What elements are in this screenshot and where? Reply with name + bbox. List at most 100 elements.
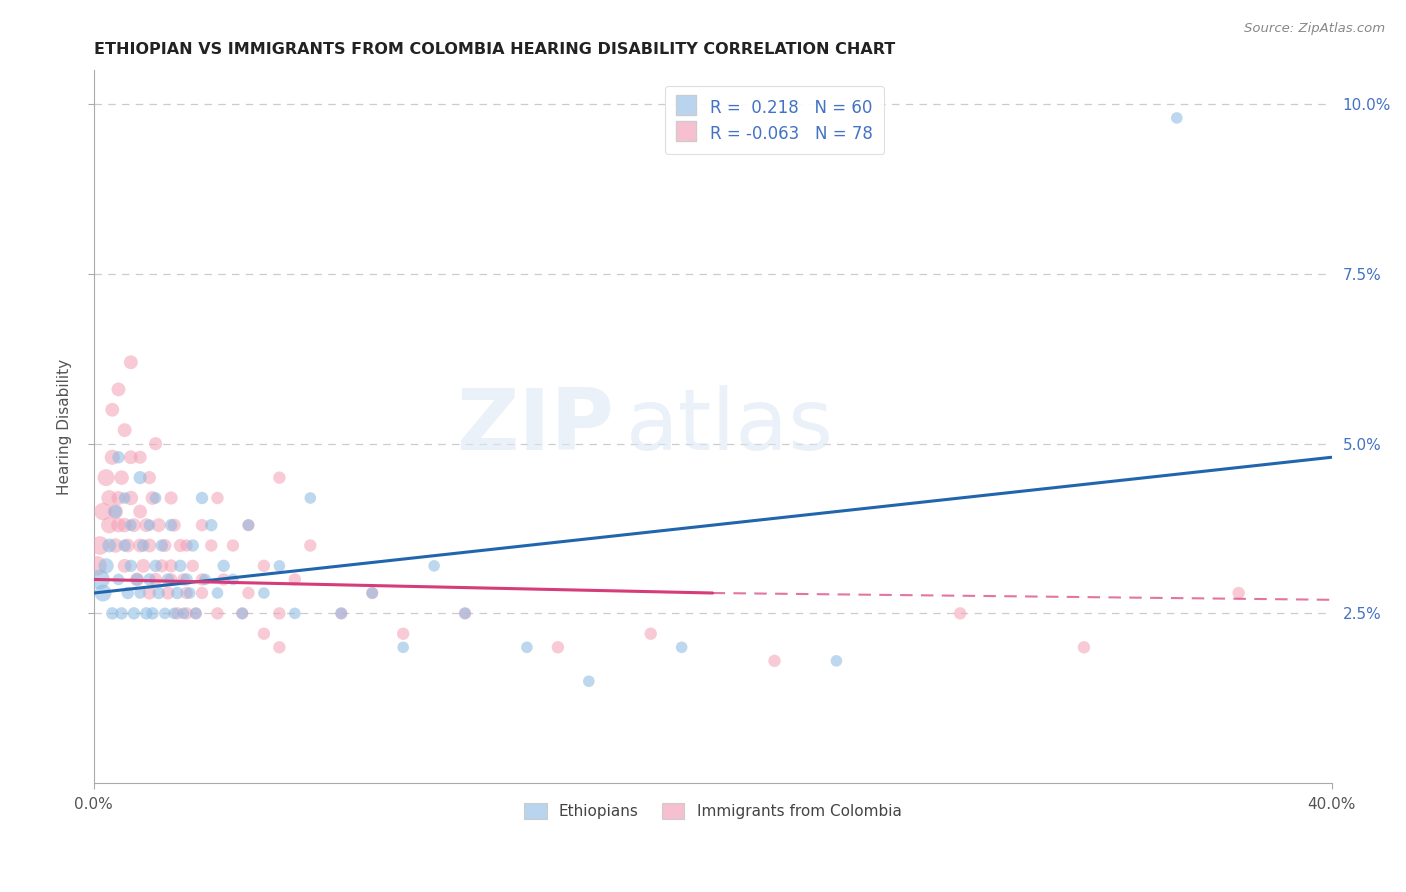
- Point: [284, 573, 307, 587]
- Point: [330, 607, 353, 621]
- Point: [1227, 586, 1250, 600]
- Point: [166, 607, 188, 621]
- Point: [107, 383, 129, 397]
- Point: [145, 491, 167, 505]
- Point: [107, 518, 129, 533]
- Point: [91, 586, 114, 600]
- Point: [238, 518, 260, 533]
- Point: [114, 558, 136, 573]
- Point: [299, 491, 322, 505]
- Point: [172, 573, 194, 587]
- Legend: Ethiopians, Immigrants from Colombia: Ethiopians, Immigrants from Colombia: [517, 797, 908, 825]
- Point: [86, 558, 108, 573]
- Point: [104, 505, 127, 519]
- Point: [238, 518, 260, 533]
- Point: [179, 586, 201, 600]
- Point: [150, 539, 173, 553]
- Point: [107, 491, 129, 505]
- Point: [110, 607, 132, 621]
- Point: [107, 450, 129, 465]
- Point: [191, 491, 214, 505]
- Point: [114, 423, 136, 437]
- Point: [122, 607, 145, 621]
- Point: [160, 518, 183, 533]
- Point: [176, 607, 198, 621]
- Point: [104, 505, 127, 519]
- Point: [117, 539, 139, 553]
- Point: [454, 607, 477, 621]
- Point: [184, 607, 207, 621]
- Point: [269, 607, 291, 621]
- Point: [640, 626, 662, 640]
- Point: [191, 518, 214, 533]
- Point: [110, 470, 132, 484]
- Point: [184, 607, 207, 621]
- Point: [238, 586, 260, 600]
- Point: [181, 539, 204, 553]
- Point: [153, 607, 176, 621]
- Point: [269, 470, 291, 484]
- Point: [176, 586, 198, 600]
- Text: Source: ZipAtlas.com: Source: ZipAtlas.com: [1244, 22, 1385, 36]
- Point: [145, 436, 167, 450]
- Point: [138, 586, 160, 600]
- Point: [763, 654, 786, 668]
- Point: [145, 573, 167, 587]
- Point: [191, 573, 214, 587]
- Point: [141, 607, 163, 621]
- Point: [94, 558, 117, 573]
- Text: ZIP: ZIP: [456, 385, 613, 468]
- Point: [122, 518, 145, 533]
- Point: [160, 558, 183, 573]
- Point: [330, 607, 353, 621]
- Point: [148, 518, 170, 533]
- Point: [138, 470, 160, 484]
- Text: atlas: atlas: [626, 385, 834, 468]
- Point: [101, 607, 124, 621]
- Point: [269, 640, 291, 655]
- Point: [181, 558, 204, 573]
- Point: [132, 539, 155, 553]
- Point: [129, 586, 152, 600]
- Point: [191, 586, 214, 600]
- Point: [156, 573, 179, 587]
- Point: [253, 586, 276, 600]
- Point: [222, 573, 245, 587]
- Point: [212, 573, 235, 587]
- Point: [98, 518, 121, 533]
- Point: [578, 674, 600, 689]
- Point: [207, 491, 229, 505]
- Point: [153, 539, 176, 553]
- Point: [176, 539, 198, 553]
- Point: [150, 558, 173, 573]
- Point: [129, 450, 152, 465]
- Point: [135, 518, 157, 533]
- Point: [138, 573, 160, 587]
- Point: [114, 518, 136, 533]
- Point: [98, 539, 121, 553]
- Point: [145, 558, 167, 573]
- Point: [98, 491, 121, 505]
- Point: [132, 558, 155, 573]
- Point: [135, 607, 157, 621]
- Point: [114, 491, 136, 505]
- Point: [207, 586, 229, 600]
- Point: [269, 558, 291, 573]
- Point: [200, 518, 222, 533]
- Point: [148, 586, 170, 600]
- Point: [825, 654, 848, 668]
- Point: [129, 539, 152, 553]
- Point: [172, 607, 194, 621]
- Point: [169, 558, 191, 573]
- Point: [284, 607, 307, 621]
- Point: [207, 607, 229, 621]
- Point: [222, 539, 245, 553]
- Point: [114, 539, 136, 553]
- Text: ETHIOPIAN VS IMMIGRANTS FROM COLOMBIA HEARING DISABILITY CORRELATION CHART: ETHIOPIAN VS IMMIGRANTS FROM COLOMBIA HE…: [94, 42, 896, 57]
- Point: [141, 491, 163, 505]
- Point: [138, 518, 160, 533]
- Y-axis label: Hearing Disability: Hearing Disability: [58, 359, 72, 495]
- Point: [516, 640, 538, 655]
- Point: [253, 626, 276, 640]
- Point: [129, 470, 152, 484]
